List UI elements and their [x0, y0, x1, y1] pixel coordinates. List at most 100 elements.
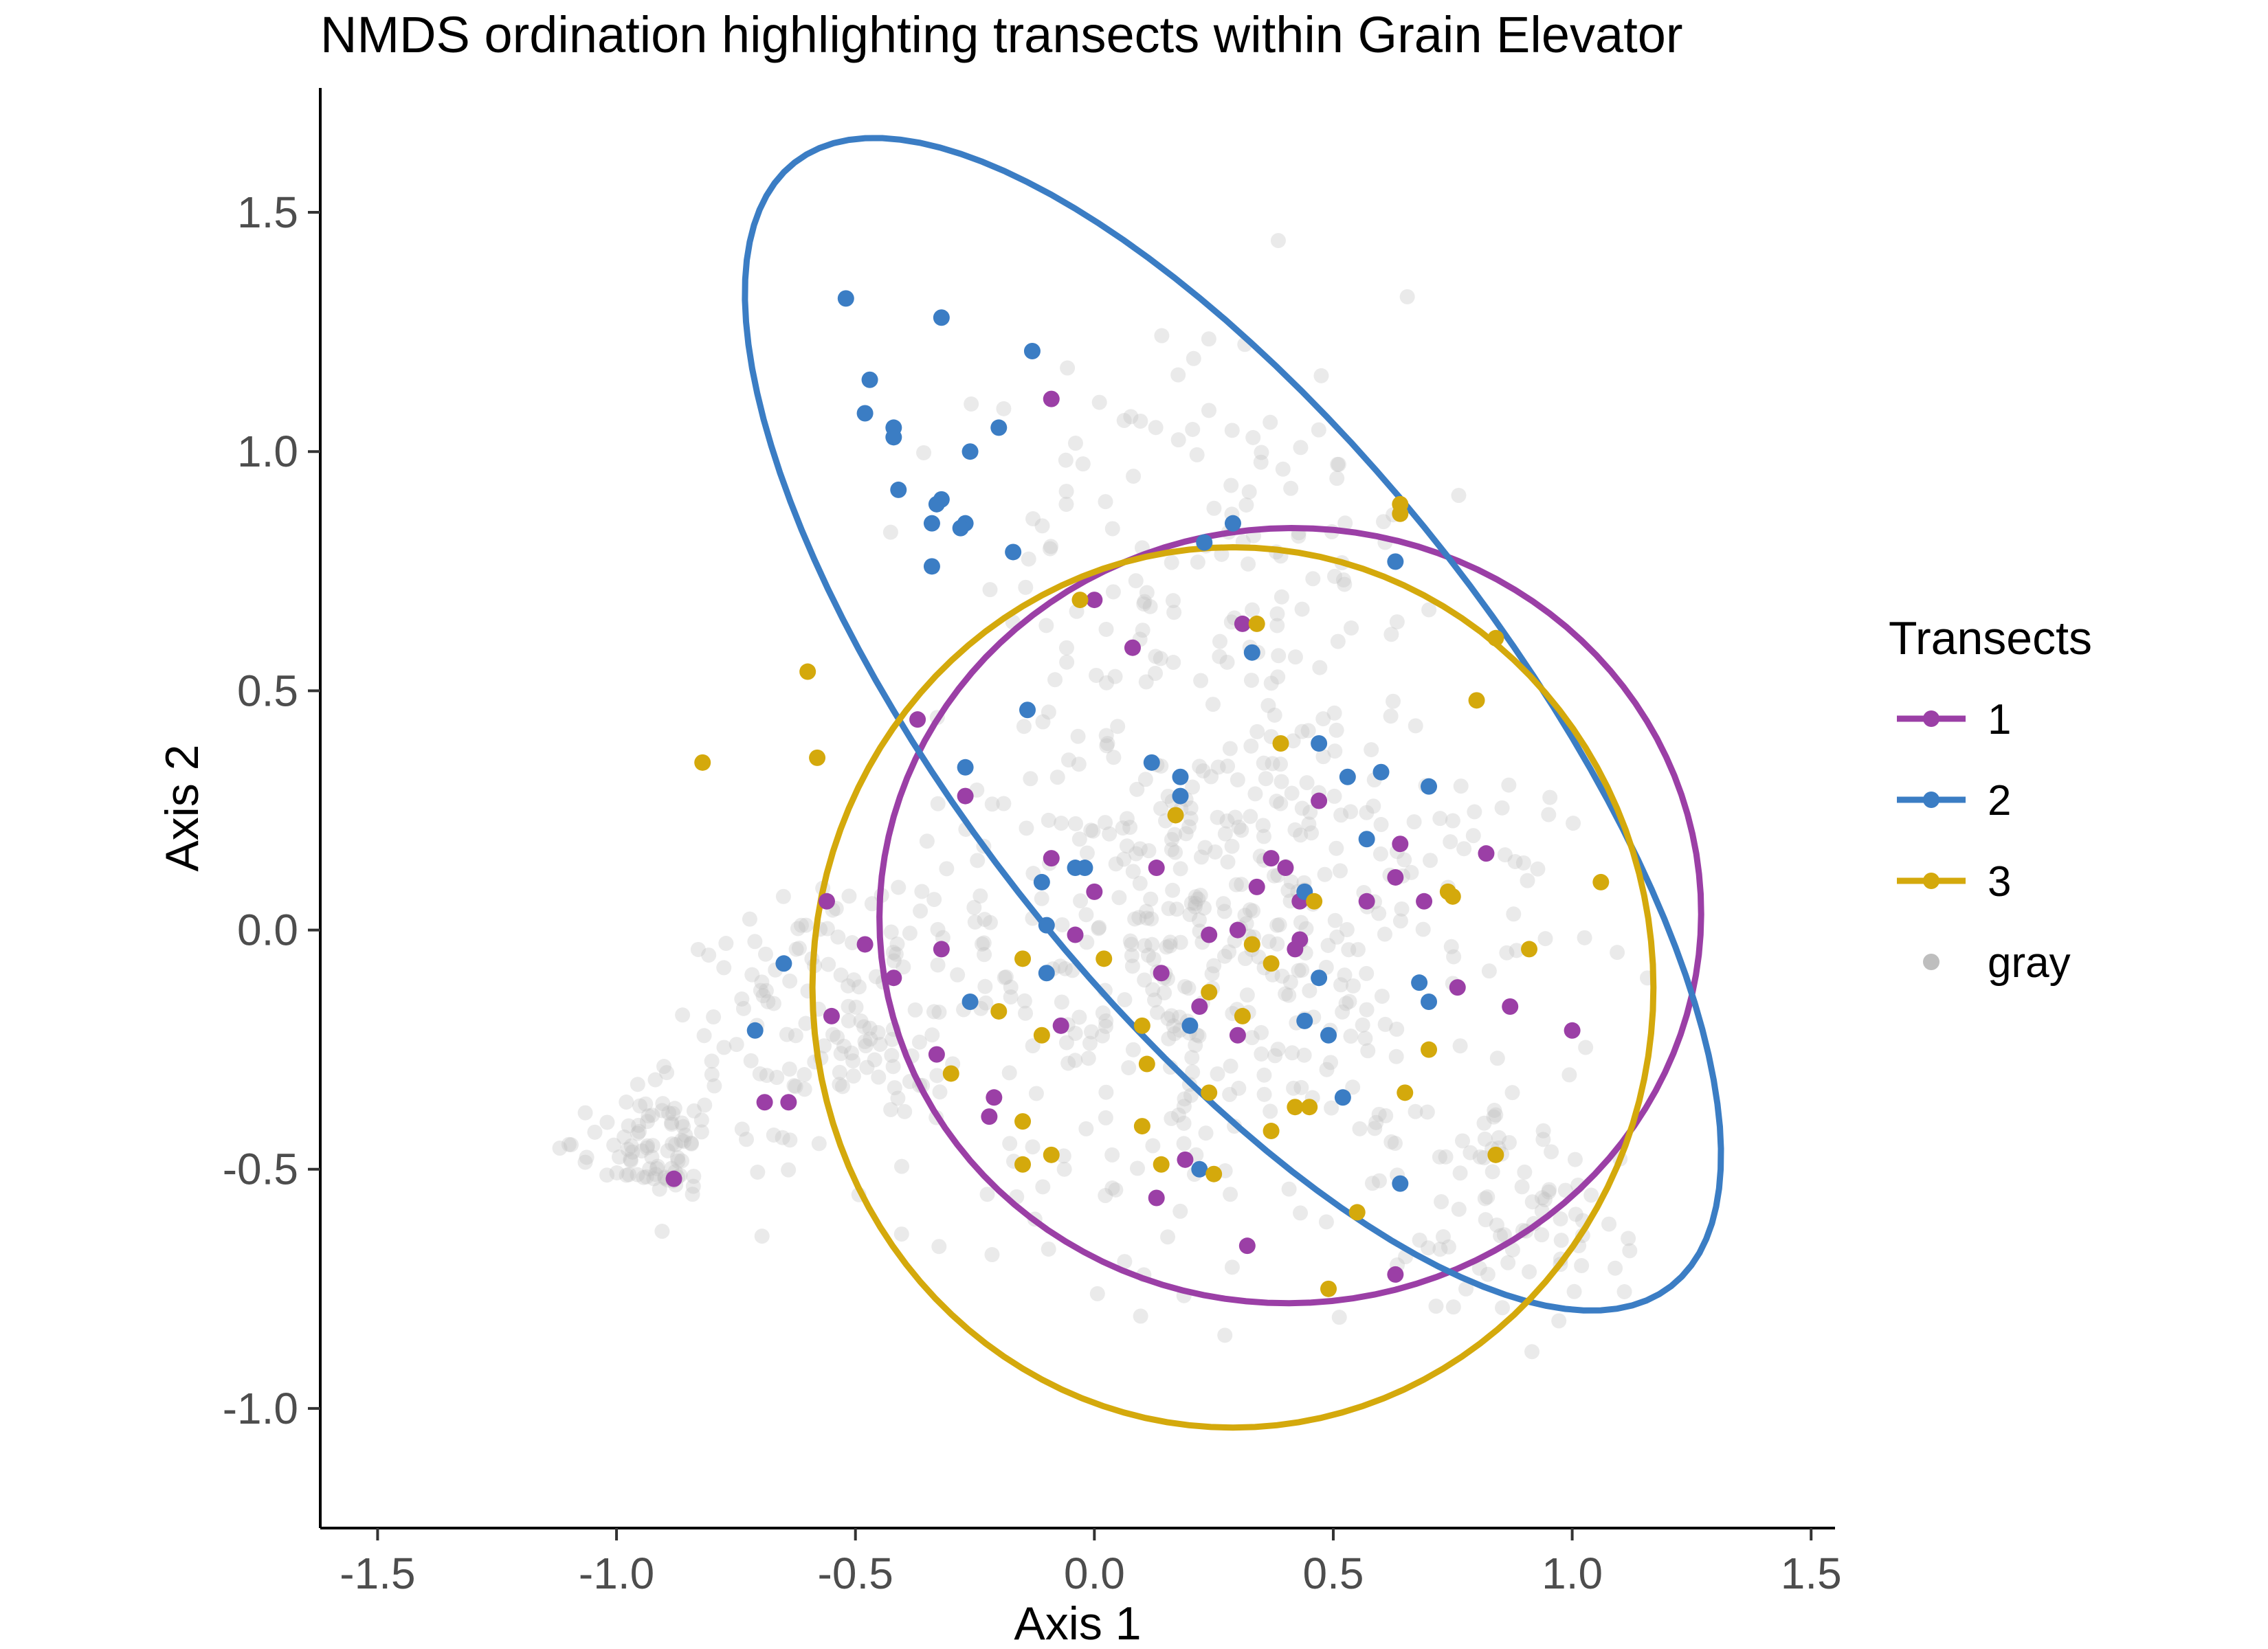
gray-point — [1122, 820, 1138, 835]
gray-point — [1153, 800, 1169, 816]
gray-point — [1335, 1004, 1350, 1020]
gray-point — [674, 1153, 689, 1169]
gray-point — [1485, 1164, 1500, 1180]
point-transect-2 — [1023, 342, 1041, 359]
gray-point — [1434, 1194, 1449, 1210]
gray-point — [1137, 594, 1153, 609]
gray-point — [1345, 978, 1361, 994]
gray-point — [1239, 987, 1255, 1003]
gray-point — [1203, 769, 1219, 785]
gray-point — [1451, 488, 1467, 504]
gray-point — [1415, 921, 1431, 937]
point-transect-2 — [1038, 965, 1055, 982]
gray-point — [1350, 942, 1366, 958]
gray-point — [782, 973, 798, 989]
point-transect-2 — [961, 994, 979, 1011]
gray-point — [1095, 1005, 1111, 1021]
gray-point — [1256, 829, 1271, 844]
gray-point — [890, 1090, 906, 1106]
gray-point — [790, 921, 806, 936]
gray-point — [1143, 891, 1159, 907]
gray-point — [599, 1114, 615, 1130]
gray-point — [1337, 576, 1353, 592]
gray-point — [1241, 484, 1257, 500]
gray-point — [654, 1103, 670, 1119]
y-axis-title: Axis 2 — [156, 744, 208, 871]
gray-point — [1079, 934, 1095, 950]
gray-point — [1331, 456, 1346, 472]
gray-point — [1217, 1327, 1233, 1343]
legend-key-point-3 — [1923, 873, 1939, 889]
gray-point — [846, 972, 862, 988]
gray-point — [674, 1132, 689, 1148]
gray-point — [1124, 936, 1139, 952]
y-tick-label: -0.5 — [223, 1145, 298, 1194]
point-transect-1 — [1287, 941, 1304, 958]
gray-point — [1269, 936, 1285, 952]
gray-point — [1126, 469, 1142, 484]
gray-point — [1067, 1026, 1083, 1042]
gray-point — [872, 1037, 888, 1053]
gray-point — [1535, 1123, 1551, 1138]
gray-point — [609, 1165, 625, 1180]
gray-point — [1042, 541, 1058, 557]
gray-point — [729, 1037, 744, 1053]
gray-point — [1284, 785, 1300, 801]
gray-point — [750, 1164, 766, 1180]
gray-point — [1315, 711, 1331, 727]
gray-point — [1296, 1047, 1312, 1063]
x-tick-label: 0.5 — [1302, 1549, 1364, 1598]
gray-point — [1131, 910, 1147, 926]
point-transect-3 — [1320, 1280, 1337, 1297]
gray-point — [647, 1072, 663, 1088]
gray-point — [830, 1029, 845, 1045]
gray-point — [693, 1124, 709, 1140]
gray-point — [1018, 1005, 1034, 1021]
gray-point — [1016, 719, 1032, 734]
point-transect-2 — [1033, 873, 1050, 890]
gray-point — [1438, 1149, 1454, 1165]
gray-point — [1256, 1086, 1272, 1102]
point-transect-3 — [1043, 1146, 1060, 1163]
gray-point — [743, 1053, 759, 1068]
gray-point — [1058, 484, 1074, 500]
gray-point — [914, 884, 930, 899]
point-transect-1 — [1387, 868, 1404, 886]
gray-point — [1301, 816, 1317, 832]
gray-point — [1456, 841, 1472, 857]
gray-point — [1326, 788, 1342, 804]
gray-point — [1167, 827, 1183, 842]
gray-point — [1034, 890, 1049, 906]
gray-point — [1542, 789, 1558, 805]
gray-point — [1095, 1028, 1111, 1044]
gray-point — [788, 941, 804, 957]
gray-point — [841, 888, 857, 904]
gray-point — [1258, 771, 1274, 787]
gray-point — [1305, 571, 1321, 587]
gray-point — [926, 1004, 942, 1020]
gray-point — [1108, 1182, 1124, 1198]
gray-point — [1073, 893, 1089, 909]
gray-point — [1515, 855, 1531, 871]
gray-point — [1541, 807, 1557, 822]
point-transect-3 — [1272, 734, 1289, 752]
gray-point — [1394, 901, 1410, 917]
gray-point — [977, 912, 992, 928]
gray-point — [758, 983, 774, 998]
gray-point — [744, 967, 760, 983]
gray-point — [1224, 838, 1240, 854]
gray-point — [1286, 1080, 1302, 1096]
gray-point — [1003, 989, 1019, 1005]
point-transect-1 — [1191, 998, 1208, 1015]
gray-point — [1117, 1254, 1133, 1270]
gray-point — [1311, 422, 1326, 438]
gray-point — [1129, 781, 1145, 797]
gray-point — [1067, 436, 1083, 451]
gray-point — [884, 1047, 900, 1063]
gray-point — [619, 1095, 634, 1110]
gray-point — [1319, 1062, 1335, 1077]
gray-point — [1338, 996, 1354, 1011]
gray-point — [1035, 1179, 1051, 1195]
point-transect-3 — [1243, 936, 1260, 953]
gray-point — [1285, 733, 1301, 749]
